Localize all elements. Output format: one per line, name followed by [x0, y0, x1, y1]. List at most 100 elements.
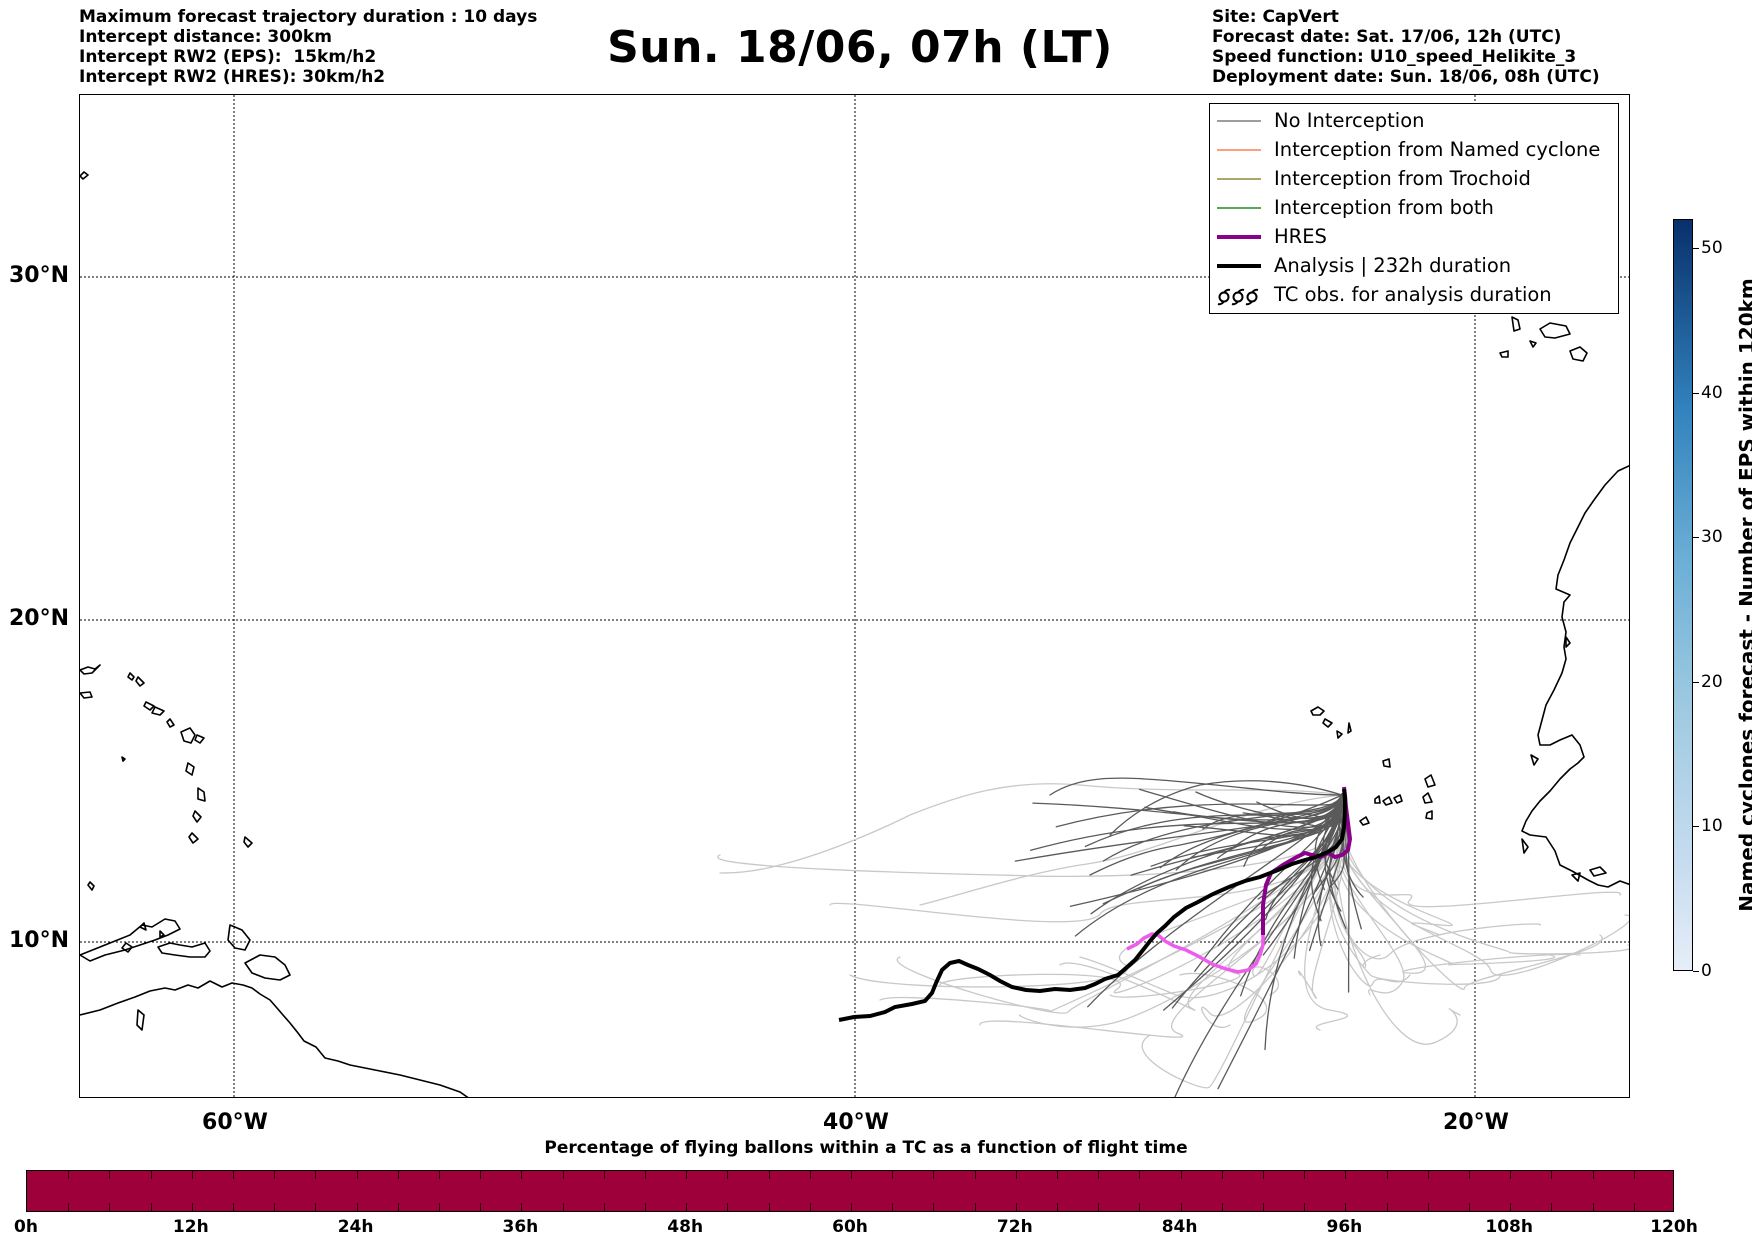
coastline-bissau	[1571, 872, 1581, 882]
colorbar-horizontal-tick	[109, 1203, 111, 1211]
eps-trajectory	[829, 828, 1343, 923]
colorbar-horizontal-tick	[768, 1203, 770, 1211]
lat-label: 10°N	[9, 928, 70, 953]
eps-trajectory	[1079, 828, 1344, 999]
colorbar-horizontal-tick	[1180, 1171, 1182, 1179]
legend: No Interception Interception from Named …	[1209, 103, 1619, 314]
eps-trajectory	[1341, 828, 1603, 990]
colorbar-horizontal-tick	[1592, 1203, 1594, 1211]
hres-trajectory-early	[1126, 932, 1265, 974]
island	[143, 701, 155, 711]
island	[139, 922, 147, 931]
eps-trajectory	[1337, 828, 1555, 966]
colorbar-vertical-tick-label: 40	[1701, 382, 1723, 403]
eps-trajectory	[1334, 828, 1381, 969]
colorbar-horizontal-tick	[1263, 1203, 1264, 1211]
header-info-left: Maximum forecast trajectory duration : 1…	[79, 7, 537, 87]
colorbar-horizontal-tick	[1510, 1203, 1512, 1211]
colorbar-horizontal-tick	[397, 1171, 399, 1179]
colorbar-horizontal-tick	[1221, 1171, 1223, 1179]
legend-label: Interception from both	[1274, 196, 1494, 219]
island-cape-verde	[1359, 816, 1370, 826]
legend-label: Interception from Trochoid	[1274, 167, 1531, 190]
eps-trajectory	[1339, 828, 1581, 974]
colorbar-horizontal-tick-label: 0h	[14, 1217, 38, 1237]
header-info-right: Site: CapVert Forecast date: Sat. 17/06,…	[1212, 7, 1600, 87]
colorbar-horizontal-tick	[439, 1203, 440, 1211]
eps-trajectory	[1336, 828, 1461, 1045]
island	[87, 881, 95, 891]
legend-item-tc-obs: TC obs. for analysis duration	[1210, 282, 1618, 308]
map-canvas	[80, 95, 1629, 1097]
coastline-venezuela-west	[80, 918, 181, 962]
legend-label: No Interception	[1274, 109, 1425, 132]
colorbar-horizontal-tick	[1633, 1171, 1635, 1179]
colorbar-horizontal-tick	[727, 1171, 729, 1179]
island	[80, 691, 93, 699]
colorbar-horizontal-tick	[974, 1171, 976, 1179]
eps-trajectory	[1130, 793, 1343, 876]
colorbar-horizontal-tick	[356, 1203, 358, 1211]
colorbar-horizontal-tick	[150, 1171, 152, 1179]
colorbar-horizontal-tick	[1180, 1203, 1182, 1211]
colorbar-horizontal-tick-label: 72h	[996, 1217, 1033, 1237]
island-cape-verde	[1425, 810, 1433, 820]
coastline-west-africa	[1521, 465, 1629, 888]
colorbar-horizontal-tick	[727, 1203, 729, 1211]
colorbar-horizontal-tick	[1427, 1203, 1429, 1211]
colorbar-horizontal-tick-label: 36h	[502, 1217, 539, 1237]
colorbar-horizontal-tick	[1551, 1171, 1553, 1179]
island	[135, 676, 145, 687]
eps-trajectory	[1339, 828, 1453, 936]
colorbar-horizontal-tick	[645, 1203, 646, 1211]
legend-item-hres: HRES	[1210, 224, 1618, 250]
island-cape-verde	[1310, 706, 1325, 716]
colorbar-horizontal-tick	[1015, 1171, 1017, 1179]
island	[166, 718, 175, 728]
colorbar-horizontal-tick	[1469, 1203, 1470, 1211]
coastline-trinidad	[157, 942, 211, 958]
colorbar-horizontal-tick	[191, 1203, 193, 1211]
colorbar-horizontal-tick	[1427, 1171, 1429, 1179]
analysis-trajectory	[838, 788, 1347, 1022]
island-cape-verde	[1347, 722, 1352, 734]
island-canary	[1499, 350, 1509, 358]
colorbar-horizontal-tick	[809, 1203, 811, 1211]
eps-trajectory	[849, 828, 1343, 988]
colorbar-horizontal-tick	[521, 1203, 523, 1211]
island-cape-verde	[1382, 758, 1391, 768]
legend-item-named-cyclone: Interception from Named cyclone	[1210, 137, 1618, 163]
island	[80, 664, 101, 675]
colorbar-horizontal-tick	[933, 1203, 935, 1211]
colorbar-horizontal-tick	[439, 1171, 440, 1179]
island	[80, 171, 89, 180]
colorbar-horizontal-tick	[809, 1171, 811, 1179]
colorbar-vertical-tick-label: 30	[1701, 527, 1723, 548]
colorbar-horizontal-tick-label: 96h	[1326, 1217, 1363, 1237]
colorbar-horizontal	[26, 1170, 1674, 1212]
colorbar-horizontal-tick	[521, 1171, 523, 1179]
colorbar-vertical-tick	[1693, 537, 1699, 539]
colorbar-vertical-tick	[1693, 392, 1699, 394]
coastline-mauritania-islets	[1565, 636, 1571, 648]
island-canary	[1569, 346, 1588, 362]
eps-trajectory	[1216, 793, 1343, 859]
colorbar-horizontal-tick	[397, 1203, 399, 1211]
eps-trajectory	[1049, 777, 1343, 796]
eps-trajectory	[1256, 793, 1343, 820]
island	[127, 672, 135, 681]
header-left-line: Maximum forecast trajectory duration : 1…	[79, 7, 538, 27]
lon-label: 20°W	[1443, 1110, 1509, 1135]
colorbar-horizontal-tick	[68, 1203, 70, 1211]
colorbar-horizontal-tick	[562, 1171, 564, 1179]
island	[151, 706, 165, 716]
colorbar-vertical-tick-label: 50	[1701, 237, 1723, 258]
legend-label: HRES	[1274, 225, 1327, 248]
colorbar-horizontal-tick	[1386, 1171, 1388, 1179]
lon-label: 40°W	[823, 1110, 889, 1135]
island-cape-verde	[1382, 796, 1393, 806]
legend-item-no-interception: No Interception	[1210, 108, 1618, 134]
eps-trajectory	[919, 794, 1343, 906]
eps-trajectory	[1329, 793, 1345, 889]
main-title: Sun. 18/06, 07h (LT)	[607, 22, 1113, 73]
